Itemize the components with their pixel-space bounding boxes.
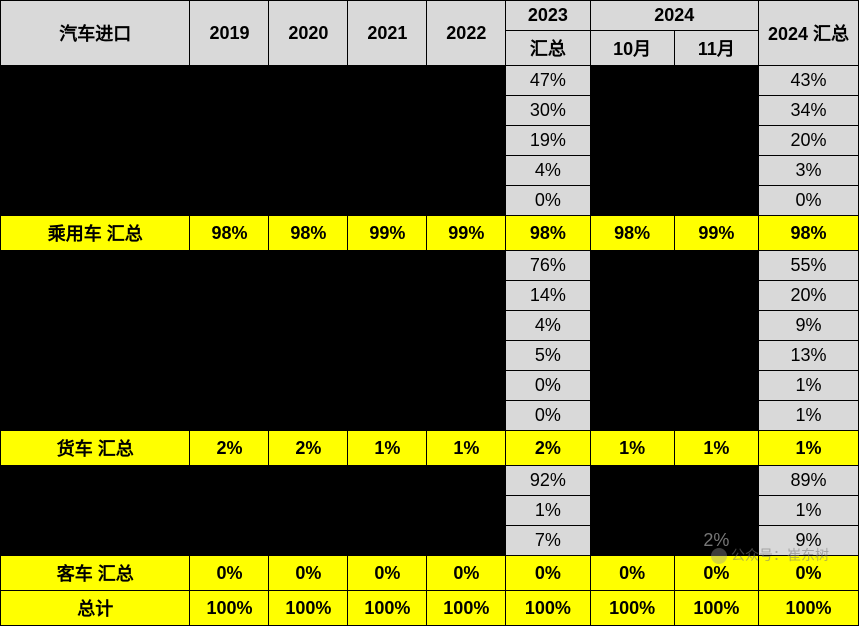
- cell-2023: 30%: [506, 96, 590, 126]
- table-row: 92% 89%: [1, 466, 859, 496]
- subtotal-truck: 货车 汇总 2% 2% 1% 1% 2% 1% 1% 1%: [1, 431, 859, 466]
- table-row: 76% 55%: [1, 251, 859, 281]
- header-2024-m10: 10月: [590, 31, 674, 66]
- subtotal-label: 货车 汇总: [1, 431, 190, 466]
- header-2024-sum: 2024 汇总: [758, 1, 858, 66]
- header-2024-m11: 11月: [674, 31, 758, 66]
- import-table: 汽车进口 2019 2020 2021 2022 2023 2024 2024 …: [0, 0, 859, 626]
- header-2023-sub: 汇总: [506, 31, 590, 66]
- subtotal-label: 乘用车 汇总: [1, 216, 190, 251]
- table-row: 4% 9%: [1, 311, 859, 341]
- total-label: 总计: [1, 591, 190, 626]
- cell-2024: 43%: [758, 66, 858, 96]
- cell-2024: 20%: [758, 126, 858, 156]
- subtotal-label: 客车 汇总: [1, 556, 190, 591]
- header-title: 汽车进口: [1, 1, 190, 66]
- table-row: 30% 34%: [1, 96, 859, 126]
- table-row: 1% 1%: [1, 496, 859, 526]
- table-row: 19% 20%: [1, 126, 859, 156]
- header-2022: 2022: [427, 1, 506, 66]
- table-row: 7% 2% 9%: [1, 526, 859, 556]
- table-row: 47% 43%: [1, 66, 859, 96]
- table-row: 0% 1%: [1, 371, 859, 401]
- header-2021: 2021: [348, 1, 427, 66]
- table-row: 0% 1%: [1, 401, 859, 431]
- subtotal-passenger: 乘用车 汇总 98% 98% 99% 99% 98% 98% 99% 98%: [1, 216, 859, 251]
- subtotal-bus: 客车 汇总 0% 0% 0% 0% 0% 0% 0% 0%: [1, 556, 859, 591]
- header-2024: 2024: [590, 1, 758, 31]
- table-row: 14% 20%: [1, 281, 859, 311]
- header-2020: 2020: [269, 1, 348, 66]
- cell-2023: 4%: [506, 156, 590, 186]
- cell-2024: 3%: [758, 156, 858, 186]
- cell-2023: 47%: [506, 66, 590, 96]
- total-row: 总计 100% 100% 100% 100% 100% 100% 100% 10…: [1, 591, 859, 626]
- cell-2024: 0%: [758, 186, 858, 216]
- header-2019: 2019: [190, 1, 269, 66]
- table-row: 4% 3%: [1, 156, 859, 186]
- header-2023: 2023: [506, 1, 590, 31]
- cell-2024: 34%: [758, 96, 858, 126]
- table-row: 0% 0%: [1, 186, 859, 216]
- cell-2023: 19%: [506, 126, 590, 156]
- cell-2023: 0%: [506, 186, 590, 216]
- header-row-1: 汽车进口 2019 2020 2021 2022 2023 2024 2024 …: [1, 1, 859, 31]
- table-row: 5% 13%: [1, 341, 859, 371]
